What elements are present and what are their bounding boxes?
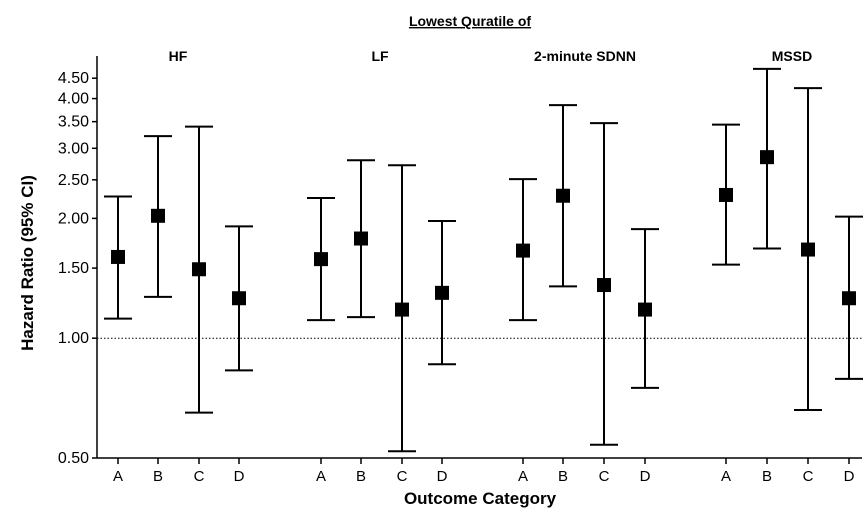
y-axis-label: Hazard Ratio (95% CI) bbox=[18, 175, 37, 351]
x-tick-label: D bbox=[234, 468, 245, 485]
y-tick-label: 4.50 bbox=[58, 70, 89, 87]
panel-title: HF bbox=[169, 48, 188, 64]
x-axis-label: Outcome Category bbox=[404, 489, 557, 508]
y-tick-label: 1.00 bbox=[58, 330, 89, 347]
x-tick-label: B bbox=[558, 468, 568, 485]
x-tick-label: A bbox=[316, 468, 326, 485]
x-tick-label: B bbox=[762, 468, 772, 485]
point-estimate-marker bbox=[638, 302, 652, 317]
point-estimate-marker bbox=[314, 252, 328, 267]
y-tick-label: 2.50 bbox=[58, 172, 89, 189]
x-tick-label: D bbox=[437, 468, 448, 485]
x-tick-label: A bbox=[113, 468, 123, 485]
x-tick-label: A bbox=[721, 468, 731, 485]
point-estimate-marker bbox=[556, 188, 570, 203]
error-bars bbox=[104, 67, 863, 453]
point-estimate-marker bbox=[760, 150, 774, 165]
point-estimate-marker bbox=[111, 249, 125, 264]
y-tick-label: 0.50 bbox=[58, 450, 89, 467]
y-tick-label: 2.00 bbox=[58, 210, 89, 227]
y-axis: 0.50 1.00 1.50 2.00 2.50 3.00 3.50 4.00 4.50 bbox=[58, 56, 98, 467]
point-estimate-marker bbox=[192, 262, 206, 277]
panel-title: 2-minute SDNN bbox=[534, 48, 636, 64]
x-tick-label: D bbox=[640, 468, 651, 485]
panel-titles: HF LF 2-minute SDNN MSSD bbox=[169, 48, 813, 64]
point-estimate-marker bbox=[151, 208, 165, 223]
x-tick-label: B bbox=[153, 468, 163, 485]
point-estimate-marker bbox=[801, 242, 815, 257]
point-estimates bbox=[111, 150, 856, 317]
panel-title: MSSD bbox=[772, 48, 812, 64]
y-tick-label: 4.00 bbox=[58, 91, 89, 108]
x-tick-label: A bbox=[518, 468, 528, 485]
y-tick-label: 1.50 bbox=[58, 260, 89, 277]
point-estimate-marker bbox=[435, 285, 449, 300]
x-tick-label: C bbox=[599, 468, 610, 485]
y-tick-label: 3.00 bbox=[58, 140, 89, 157]
point-estimate-marker bbox=[719, 187, 733, 202]
y-tick-label: 3.50 bbox=[58, 114, 89, 131]
point-estimate-marker bbox=[395, 302, 409, 317]
point-estimate-marker bbox=[842, 291, 856, 306]
chart-supertitle: Lowest Quratile of bbox=[409, 13, 531, 29]
panel-title: LF bbox=[371, 48, 389, 64]
x-tick-label: B bbox=[356, 468, 366, 485]
x-tick-label: D bbox=[844, 468, 855, 485]
point-estimate-marker bbox=[516, 243, 530, 258]
x-tick-label: C bbox=[803, 468, 814, 485]
point-estimate-marker bbox=[597, 278, 611, 293]
point-estimate-marker bbox=[354, 231, 368, 246]
x-tick-label: C bbox=[194, 468, 205, 485]
point-estimate-marker bbox=[232, 291, 246, 306]
x-tick-label: C bbox=[397, 468, 408, 485]
